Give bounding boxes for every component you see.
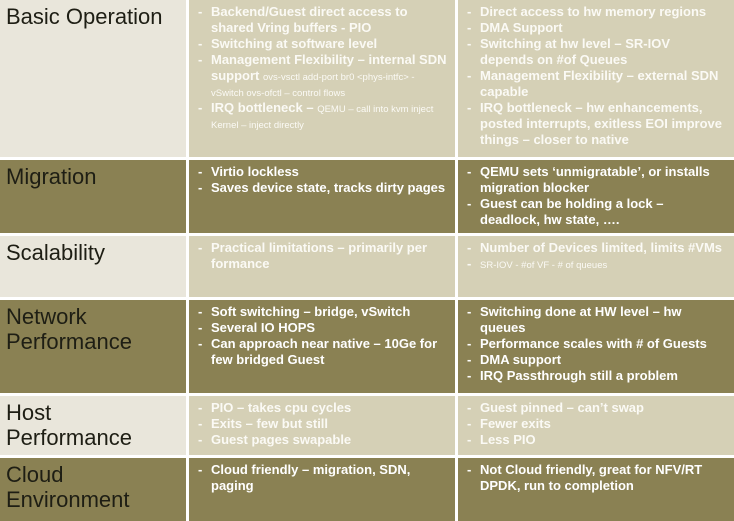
item-text: Cloud friendly – migration, SDN, paging (211, 462, 411, 493)
item-text: Backend/Guest direct access to shared Vr… (211, 4, 408, 35)
item-text: QEMU sets ‘unmigratable’, or installs mi… (480, 164, 710, 195)
item-text: DMA support (480, 352, 562, 367)
cell: Switching done at HW level – hw queuesPe… (458, 300, 734, 393)
row-label: Network Performance (0, 300, 186, 393)
item-text: Management Flexibility – external SDN ca… (480, 68, 719, 99)
bullet-item: Practical limitations – primarily per fo… (198, 240, 447, 272)
cell: Number of Devices limited, limits #VMs SR… (458, 236, 734, 297)
cell: Guest pinned – can’t swapFewer exitsLess… (458, 396, 734, 455)
row-label: Cloud Environment (0, 458, 186, 521)
bullet-item: DMA support (467, 352, 726, 368)
item-text: Several IO HOPS (211, 320, 316, 335)
item-text: Saves device state, tracks dirty pages (211, 180, 446, 195)
cell: Cloud friendly – migration, SDN, paging (189, 458, 455, 521)
item-text: Switching at software level (211, 36, 378, 51)
item-text: Less PIO (480, 432, 536, 447)
item-text: Exits – few but still (211, 416, 329, 431)
item-text: Management Flexibility – internal SDN su… (211, 52, 447, 83)
bullet-item: Several IO HOPS (198, 320, 447, 336)
row-label: Scalability (0, 236, 186, 297)
bullet-item: Management Flexibility – external SDN ca… (467, 68, 726, 100)
bullet-item: Switching at hw level – SR-IOV depends o… (467, 36, 726, 68)
cell: Virtio locklessSaves device state, track… (189, 160, 455, 233)
bullet-item: Guest pages swapable (198, 432, 447, 448)
item-text: Switching done at HW level – hw queues (480, 304, 682, 335)
bullet-item: IRQ bottleneck – hw enhancements, posted… (467, 100, 726, 148)
cell: PIO – takes cpu cyclesExits – few but st… (189, 396, 455, 455)
item-text: Guest pinned – can’t swap (480, 400, 644, 415)
item-text: Guest pages swapable (211, 432, 352, 447)
row-label: Host Performance (0, 396, 186, 455)
bullet-item: Guest pinned – can’t swap (467, 400, 726, 416)
bullet-item: Fewer exits (467, 416, 726, 432)
item-note: ovs-vsctl add-port br0 <phys-intfc> - vS… (211, 72, 415, 99)
bullet-item: Management Flexibility – internal SDN su… (198, 52, 447, 100)
bullet-item: Exits – few but still (198, 416, 447, 432)
bullet-item: Direct access to hw memory regions (467, 4, 726, 20)
item-text: Can approach near native – 10Ge for few … (211, 336, 438, 367)
bullet-item: QEMU sets ‘unmigratable’, or installs mi… (467, 164, 726, 196)
item-text: Practical limitations – primarily per fo… (211, 240, 428, 271)
cell: Practical limitations – primarily per fo… (189, 236, 455, 297)
row-label: Basic Operation (0, 0, 186, 157)
item-text: IRQ bottleneck – hw enhancements, posted… (480, 100, 723, 147)
item-text: PIO – takes cpu cycles (211, 400, 352, 415)
item-text: Not Cloud friendly, great for NFV/RT DPD… (480, 462, 703, 493)
item-text: Fewer exits (480, 416, 551, 431)
item-text: DMA Support (480, 20, 563, 35)
bullet-item: Less PIO (467, 432, 726, 448)
bullet-item: Switching at software level (198, 36, 447, 52)
bullet-item: Number of Devices limited, limits #VMs (467, 240, 726, 256)
bullet-item: Switching done at HW level – hw queues (467, 304, 726, 336)
bullet-item: Soft switching – bridge, vSwitch (198, 304, 447, 320)
cell: Backend/Guest direct access to shared Vr… (189, 0, 455, 157)
bullet-item: IRQ bottleneck – QEMU – call into kvm in… (198, 100, 447, 132)
item-text: Direct access to hw memory regions (480, 4, 707, 19)
bullet-item: Not Cloud friendly, great for NFV/RT DPD… (467, 462, 726, 494)
bullet-item: PIO – takes cpu cycles (198, 400, 447, 416)
item-text: Guest can be holding a lock – deadlock, … (480, 196, 664, 227)
bullet-item: SR-IOV - #of VF - # of queues (467, 256, 726, 272)
item-note: SR-IOV - #of VF - # of queues (480, 260, 608, 271)
bullet-item: Performance scales with # of Guests (467, 336, 726, 352)
bullet-item: Virtio lockless (198, 164, 447, 180)
bullet-item: Guest can be holding a lock – deadlock, … (467, 196, 726, 228)
row-label: Migration (0, 160, 186, 233)
cell: QEMU sets ‘unmigratable’, or installs mi… (458, 160, 734, 233)
bullet-item: Saves device state, tracks dirty pages (198, 180, 447, 196)
bullet-item: IRQ Passthrough still a problem (467, 368, 726, 384)
item-text: IRQ Passthrough still a problem (480, 368, 678, 383)
bullet-item: Cloud friendly – migration, SDN, paging (198, 462, 447, 494)
item-text: Switching at hw level – SR-IOV depends o… (480, 36, 670, 67)
bullet-item: Can approach near native – 10Ge for few … (198, 336, 447, 368)
item-text: Number of Devices limited, limits #VMs (480, 240, 723, 255)
cell: Not Cloud friendly, great for NFV/RT DPD… (458, 458, 734, 521)
item-text: Soft switching – bridge, vSwitch (211, 304, 411, 319)
cell: Direct access to hw memory regionsDMA Su… (458, 0, 734, 157)
item-note: QEMU – call into kvm inject Kernel – inj… (211, 104, 434, 131)
item-text: IRQ bottleneck – (211, 100, 314, 115)
bullet-item: Backend/Guest direct access to shared Vr… (198, 4, 447, 36)
item-text: Virtio lockless (211, 164, 299, 179)
cell: Soft switching – bridge, vSwitchSeveral … (189, 300, 455, 393)
item-text: Performance scales with # of Guests (480, 336, 707, 351)
bullet-item: DMA Support (467, 20, 726, 36)
